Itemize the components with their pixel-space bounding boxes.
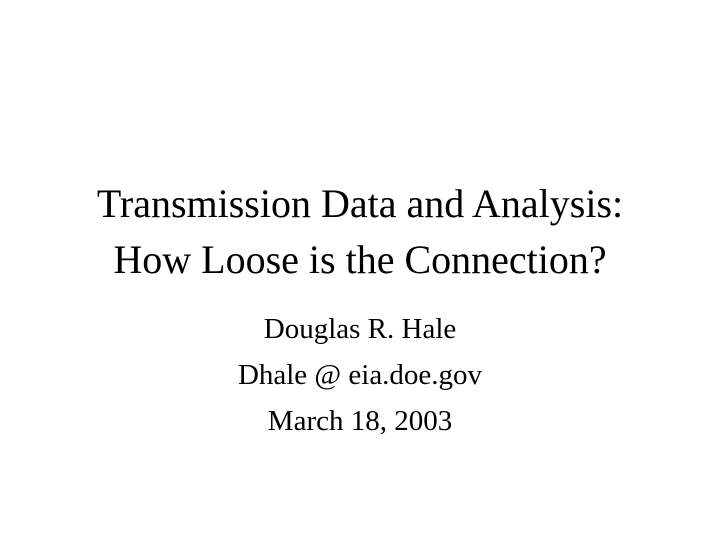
title-line-1: Transmission Data and Analysis: xyxy=(96,181,624,226)
author-name: Douglas R. Hale xyxy=(263,313,457,345)
title-line-2: How Loose is the Connection? xyxy=(113,237,607,282)
author-email: Dhale @ eia.doe.gov xyxy=(237,359,483,391)
presentation-date: March 18, 2003 xyxy=(267,405,453,437)
slide-title: Transmission Data and Analysis: How Loos… xyxy=(0,176,720,288)
slide-subtitle: Douglas R. Hale Dhale @ eia.doe.gov Marc… xyxy=(0,306,720,444)
